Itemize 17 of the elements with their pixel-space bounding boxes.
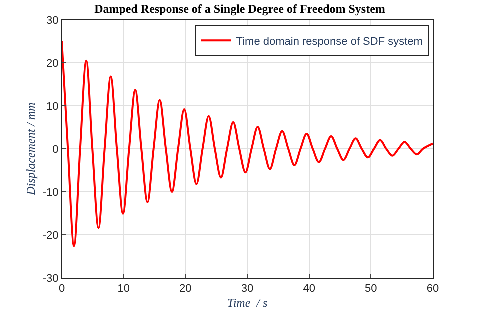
x-axis-title: Time / s	[227, 296, 268, 310]
x-tick-label: 30	[241, 283, 254, 296]
chart-title: Damped Response of a Single Degree of Freedom System	[94, 2, 386, 16]
x-tick-label: 60	[426, 283, 440, 296]
y-tick-label: 10	[46, 100, 59, 113]
legend-label: Time domain response of SDF system	[236, 36, 423, 48]
x-tick-label: 40	[303, 283, 316, 296]
y-tick-label: 30	[46, 14, 59, 27]
y-axis-title: Displacement / mm	[24, 102, 38, 196]
x-tick-label: 50	[365, 283, 378, 296]
x-tick-label: 10	[118, 283, 130, 296]
y-tick-label: 0	[52, 144, 59, 156]
y-tick-label: -20	[42, 230, 59, 242]
y-tick-label: 20	[46, 58, 59, 70]
y-tick-label: -10	[42, 186, 59, 199]
x-tick-label: 20	[180, 283, 192, 296]
y-tick-label: -30	[42, 272, 59, 285]
